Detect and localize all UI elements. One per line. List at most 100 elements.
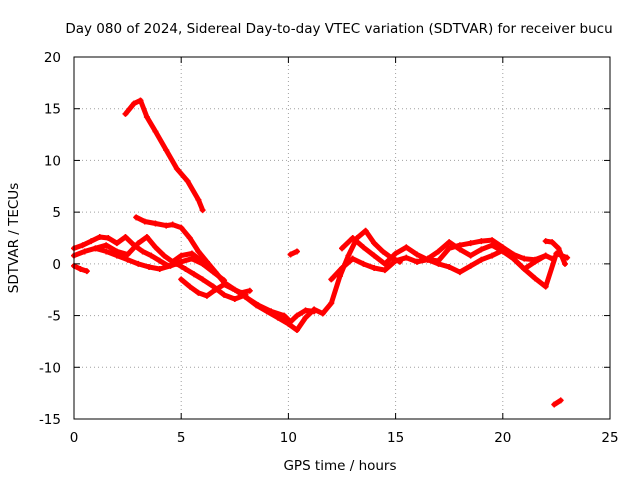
data-point	[135, 240, 142, 247]
data-point	[381, 260, 388, 267]
y-tick-label: 20	[44, 50, 61, 66]
data-point	[161, 252, 168, 259]
data-point	[137, 97, 144, 104]
data-point	[371, 264, 378, 271]
data-point	[339, 264, 345, 271]
data-point	[195, 289, 202, 296]
data-point	[414, 251, 421, 258]
data-point	[77, 266, 84, 273]
data-point	[135, 260, 142, 267]
data-point	[143, 113, 150, 120]
axis-ticks: 0 5 10 15 20 25 -15 -10 -5 0 5 10 15 20	[39, 50, 619, 446]
data-point	[103, 242, 110, 249]
data-point	[203, 292, 210, 299]
data-point	[113, 248, 120, 255]
data-point	[311, 306, 318, 313]
data-point	[521, 255, 528, 262]
data-point	[551, 401, 558, 408]
data-point	[152, 220, 159, 227]
data-point	[212, 286, 219, 293]
data-point	[156, 257, 163, 264]
data-point	[531, 275, 538, 282]
x-tick-label: 20	[494, 430, 511, 446]
plot-frame	[73, 56, 611, 420]
data-point	[446, 245, 453, 252]
data-point	[83, 268, 90, 275]
data-point	[435, 248, 442, 255]
data-point	[435, 260, 442, 267]
data-point	[122, 110, 129, 117]
data-point	[446, 239, 453, 246]
data-point	[424, 255, 431, 262]
data-point	[152, 128, 159, 135]
data-point	[221, 291, 228, 298]
data-point	[274, 314, 281, 321]
y-tick-label: -15	[39, 412, 61, 428]
data-point	[167, 262, 174, 269]
data-point	[489, 242, 496, 249]
data-point	[489, 237, 496, 244]
data-point	[561, 260, 568, 267]
data-point	[339, 245, 345, 252]
y-tick-label: 10	[44, 153, 61, 169]
data-point	[446, 263, 453, 270]
data-point	[103, 248, 110, 255]
series-arc-11	[414, 239, 556, 273]
data-point	[173, 165, 180, 172]
data-point	[456, 246, 463, 253]
data-point	[182, 266, 189, 273]
data-point	[133, 214, 140, 221]
series-trace	[123, 97, 206, 213]
data-point	[381, 267, 388, 274]
data-point	[349, 235, 356, 241]
data-point	[371, 252, 378, 259]
data-point	[246, 287, 253, 294]
series-arc-1	[122, 97, 206, 214]
data-point	[253, 302, 260, 309]
data-point	[478, 246, 485, 253]
data-point	[186, 235, 193, 241]
data-point	[542, 283, 549, 290]
data-point	[178, 276, 185, 283]
y-tick-label: -5	[48, 309, 61, 325]
series-trace	[243, 228, 403, 333]
series-trace	[339, 235, 570, 290]
data-point	[531, 258, 538, 265]
data-point	[510, 255, 517, 262]
grid-lines	[74, 57, 610, 419]
data-point	[191, 271, 198, 278]
data-point	[349, 255, 356, 262]
data-point	[564, 254, 571, 261]
data-point	[542, 252, 549, 259]
data-point	[143, 233, 150, 240]
data-point	[293, 327, 300, 334]
data-point	[188, 255, 195, 262]
series-arc-8	[242, 227, 403, 334]
data-point	[231, 296, 238, 303]
data-point	[199, 207, 206, 214]
data-point	[345, 252, 352, 259]
data-series	[71, 97, 571, 408]
data-point	[81, 248, 88, 255]
data-point	[163, 147, 170, 154]
data-point	[281, 312, 288, 319]
data-point	[169, 221, 176, 228]
data-point	[403, 244, 410, 251]
x-tick-label: 25	[601, 430, 618, 446]
data-point	[188, 250, 195, 257]
data-point	[549, 255, 556, 262]
data-point	[319, 310, 326, 317]
data-point	[371, 240, 378, 247]
data-point	[96, 233, 103, 240]
data-point	[139, 248, 146, 255]
x-tick-label: 5	[177, 430, 186, 446]
data-point	[195, 248, 202, 255]
data-point	[478, 238, 485, 245]
data-point	[392, 250, 399, 257]
data-point	[478, 256, 485, 263]
data-point	[88, 238, 95, 245]
data-point	[92, 245, 99, 252]
series-trace	[414, 239, 555, 272]
data-point	[152, 244, 159, 251]
